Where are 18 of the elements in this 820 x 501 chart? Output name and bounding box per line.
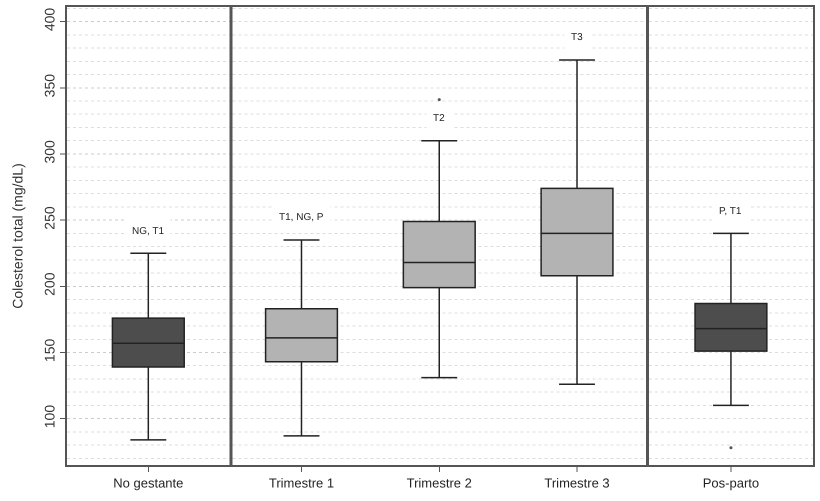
y-axis-title: Colesterol total (mg/dL) <box>10 163 26 309</box>
x-tick-label: Pos-parto <box>702 476 760 491</box>
x-tick-label: Trimestre 3 <box>544 476 610 491</box>
annotation: T3 <box>571 32 584 43</box>
x-tick-label: Trimestre 1 <box>268 476 334 491</box>
x-tick-label: No gestante <box>113 476 184 491</box>
y-tick-label: 150 <box>41 338 58 362</box>
y-tick-label: 350 <box>41 74 58 98</box>
y-tick-label: 100 <box>41 404 58 428</box>
annotation: T2 <box>433 113 446 124</box>
annotation: P, T1 <box>719 206 742 217</box>
annotation: NG, T1 <box>132 226 164 237</box>
x-tick-label: Trimestre 2 <box>406 476 472 491</box>
y-tick-label: 300 <box>41 140 58 164</box>
y-tick-label: 250 <box>41 206 58 230</box>
y-tick-label: 400 <box>41 8 58 32</box>
annotation: T1, NG, P <box>279 212 324 223</box>
y-tick-label: 200 <box>41 272 58 296</box>
